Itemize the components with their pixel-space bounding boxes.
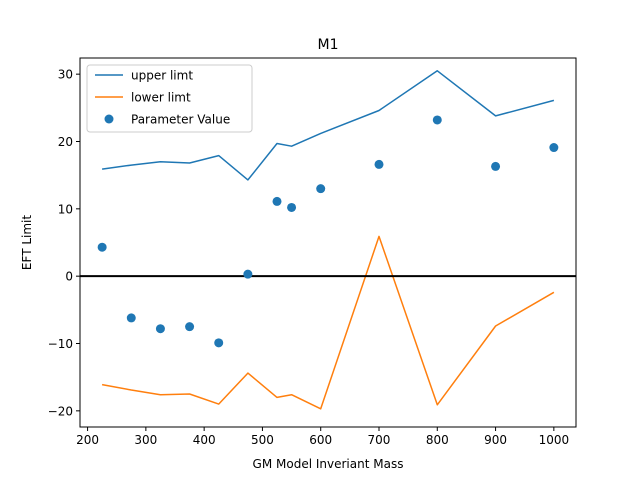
series-line-1 — [101, 235, 555, 410]
data-point — [374, 159, 384, 169]
y-tick-label: 0 — [65, 270, 73, 284]
x-tick-label: 200 — [76, 433, 99, 447]
data-point — [97, 242, 107, 252]
chart-title: M1 — [318, 37, 339, 53]
legend-marker-swatch — [104, 114, 114, 124]
legend-label: Parameter Value — [131, 113, 230, 127]
data-point — [316, 184, 326, 194]
data-point — [243, 269, 253, 279]
x-tick-label: 700 — [368, 433, 391, 447]
data-point — [287, 202, 297, 212]
x-tick-label: 300 — [134, 433, 157, 447]
data-point — [432, 115, 442, 125]
y-tick-label: −20 — [48, 404, 73, 418]
x-tick-label: 800 — [426, 433, 449, 447]
data-point — [491, 161, 501, 171]
y-tick-label: 30 — [58, 68, 73, 82]
data-point — [214, 338, 224, 348]
x-tick-label: 500 — [251, 433, 274, 447]
legend: upper limt lower limt Parameter Value — [86, 64, 253, 133]
legend-label: lower limt — [131, 91, 191, 105]
y-axis-label: EFT Limit — [20, 215, 34, 270]
legend-frame — [86, 64, 253, 133]
x-axis-label: GM Model Inveriant Mass — [253, 457, 404, 471]
data-point — [185, 322, 195, 332]
data-point — [126, 313, 136, 323]
data-point — [549, 143, 559, 153]
data-point — [272, 196, 282, 206]
y-axis: −20 −10 0 10 20 30 — [48, 68, 80, 418]
plot-area — [80, 70, 576, 410]
x-tick-label: 400 — [193, 433, 216, 447]
legend-label: upper limt — [131, 69, 193, 83]
y-tick-label: −10 — [48, 337, 73, 351]
data-point — [155, 324, 165, 334]
series-line-0 — [101, 70, 555, 181]
x-axis: 200 300 400 500 600 700 800 900 1000 — [76, 427, 569, 447]
y-tick-label: 20 — [58, 135, 73, 149]
y-tick-label: 10 — [58, 202, 73, 216]
x-tick-label: 900 — [484, 433, 507, 447]
x-tick-label: 1000 — [539, 433, 570, 447]
plot-frame — [79, 57, 577, 428]
x-tick-label: 600 — [309, 433, 332, 447]
